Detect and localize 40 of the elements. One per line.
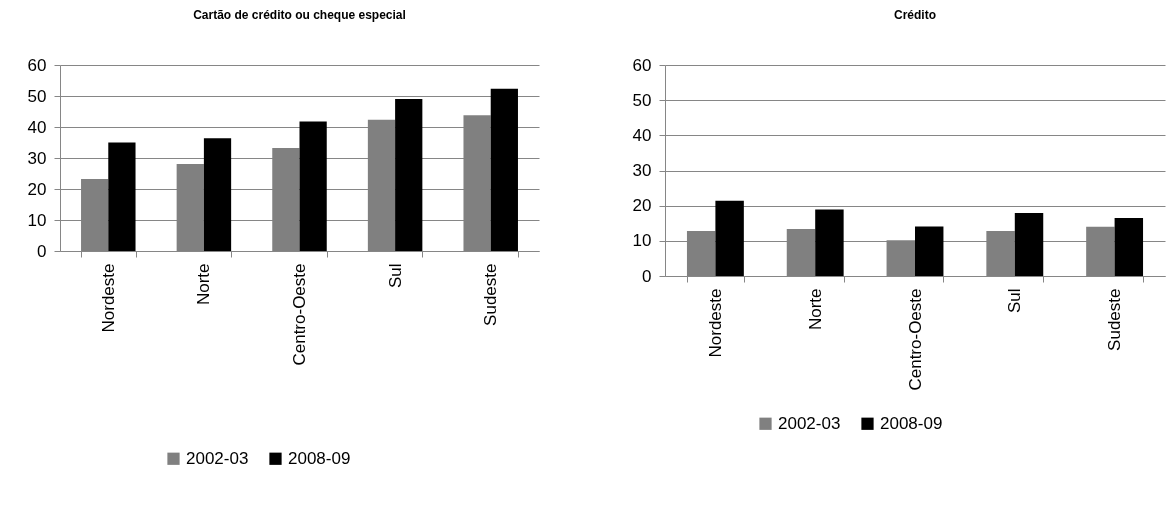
- chart-title: Cartão de crédito ou cheque especial: [193, 8, 406, 22]
- bar: [299, 121, 327, 251]
- legend-label: 2002-03: [778, 413, 841, 433]
- y-tick-label: 0: [37, 241, 47, 261]
- x-tick-label: Sudeste: [481, 263, 501, 326]
- bar: [490, 88, 518, 251]
- bar: [715, 200, 744, 276]
- bar: [395, 99, 423, 251]
- legend-label: 2008-09: [880, 413, 943, 433]
- bar: [203, 138, 232, 251]
- y-tick-label: 50: [632, 90, 652, 110]
- y-tick-label: 30: [27, 148, 47, 168]
- y-tick-label: 50: [27, 86, 47, 106]
- bar: [108, 142, 136, 251]
- y-tick-label: 20: [632, 196, 652, 216]
- x-tick-label: Norte: [805, 288, 825, 331]
- x-tick-label: Sul: [385, 263, 405, 289]
- bar: [1114, 217, 1144, 276]
- x-tick-label: Norte: [194, 263, 214, 306]
- y-tick-label: 0: [642, 266, 652, 286]
- bar: [815, 209, 844, 276]
- y-tick-label: 60: [632, 55, 652, 75]
- x-tick-label: Nordeste: [705, 288, 725, 358]
- chart-title: Crédito: [894, 8, 936, 22]
- legend-label: 2008-09: [288, 448, 351, 468]
- x-tick-label: Sul: [1005, 288, 1025, 314]
- x-tick-label: Centro-Oeste: [905, 288, 925, 391]
- x-tick-label: Sudeste: [1105, 288, 1125, 351]
- y-tick-label: 40: [632, 125, 652, 145]
- legend-label: 2002-03: [186, 448, 249, 468]
- bar: [1014, 213, 1044, 276]
- x-tick-label: Centro-Oeste: [290, 263, 309, 366]
- y-tick-label: 10: [632, 231, 652, 251]
- y-tick-label: 30: [632, 161, 652, 180]
- bar: [915, 226, 944, 276]
- y-tick-label: 10: [27, 210, 47, 230]
- x-tick-label: Nordeste: [98, 263, 118, 333]
- y-tick-label: 20: [27, 179, 47, 199]
- y-tick-label: 40: [27, 117, 47, 137]
- y-tick-label: 60: [27, 55, 47, 75]
